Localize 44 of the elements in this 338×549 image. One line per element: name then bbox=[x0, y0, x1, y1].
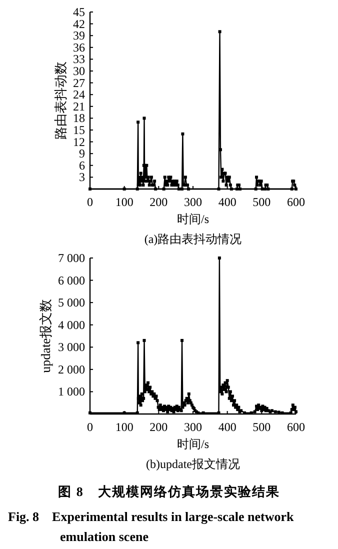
x-tick-label: 300 bbox=[184, 420, 202, 434]
x-tick-label: 500 bbox=[252, 420, 271, 434]
y-axis-title: 路由表抖动数 bbox=[53, 62, 68, 140]
y-tick-label: 2 000 bbox=[58, 362, 85, 376]
text: (b)update报文情况 bbox=[146, 457, 240, 471]
x-tick-label: 400 bbox=[218, 420, 236, 434]
y-tick-label: 15 bbox=[73, 123, 85, 137]
y-tick-label: 5 000 bbox=[58, 296, 85, 310]
y-tick-label: 21 bbox=[73, 99, 85, 114]
y-tick-label: 42 bbox=[73, 16, 85, 31]
y-axis-title: update报文数 bbox=[38, 299, 53, 373]
caption: Fig. 8 Experimental results in large-scale network emulation scene bbox=[8, 509, 294, 544]
x-tick-label: 600 bbox=[287, 195, 305, 209]
text: (a)路由表抖动情况 bbox=[144, 232, 242, 246]
y-tick-label: 3 bbox=[79, 170, 85, 184]
y-tick-label: 45 bbox=[73, 5, 85, 19]
y-tick-label: 27 bbox=[73, 76, 85, 90]
y-tick-label: 12 bbox=[73, 134, 85, 149]
x-tick-label: 100 bbox=[115, 195, 134, 209]
y-tick-label: 6 000 bbox=[58, 273, 85, 288]
x-tick-label: 100 bbox=[115, 420, 134, 434]
y-tick-label: 39 bbox=[73, 28, 85, 43]
y-tick-label: 36 bbox=[73, 40, 85, 54]
y-tick-label: 18 bbox=[73, 111, 85, 126]
x-tick-label: 0 bbox=[87, 420, 93, 434]
x-tick-label: 400 bbox=[218, 195, 236, 209]
y-tick-label: 3 000 bbox=[58, 340, 85, 354]
caption: 图 8 大规模网络仿真场景实验结果 bbox=[58, 484, 280, 499]
x-tick-label: 500 bbox=[252, 195, 271, 209]
y-tick-label: 6 bbox=[79, 158, 85, 172]
y-tick-label: 24 bbox=[73, 88, 85, 102]
x-tick-label: 200 bbox=[150, 195, 168, 209]
x-tick-label: 600 bbox=[287, 420, 305, 434]
y-tick-label: 30 bbox=[73, 64, 85, 78]
x-axis-title: 时间/s bbox=[176, 437, 210, 451]
x-axis-title: 时间/s bbox=[176, 212, 210, 226]
y-tick-label: 9 bbox=[79, 146, 85, 161]
y-tick-label: 4 000 bbox=[58, 318, 85, 332]
x-tick-label: 300 bbox=[184, 195, 202, 209]
y-tick-label: 7 000 bbox=[58, 251, 85, 265]
x-tick-label: 0 bbox=[87, 195, 93, 209]
y-tick-label: 33 bbox=[73, 52, 85, 66]
y-tick-label: 1 000 bbox=[58, 384, 85, 399]
x-tick-label: 200 bbox=[150, 420, 168, 434]
